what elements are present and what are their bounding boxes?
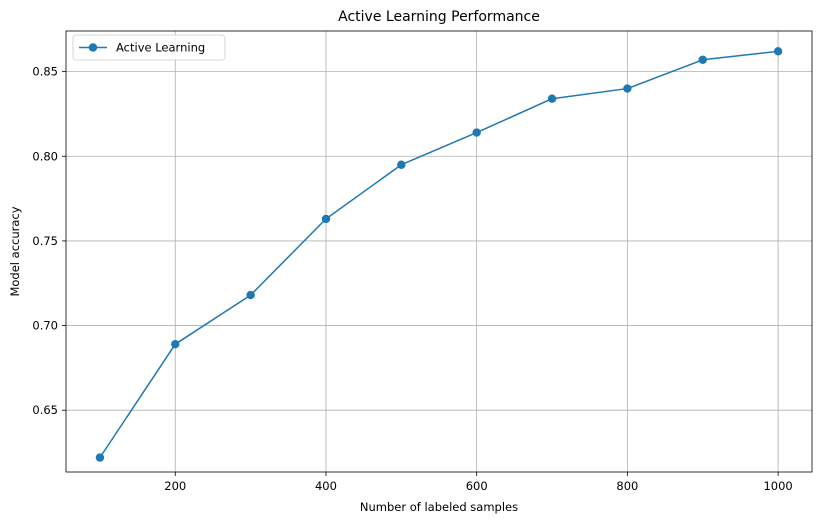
y-axis-label: Model accuracy bbox=[8, 206, 22, 296]
data-point bbox=[95, 453, 105, 462]
data-point bbox=[472, 128, 481, 137]
series-line-active-learning bbox=[99, 50, 779, 459]
y-tick-label: 0.85 bbox=[32, 65, 58, 79]
data-point bbox=[698, 55, 707, 64]
data-point bbox=[246, 290, 255, 300]
x-tick-label: 800 bbox=[616, 479, 638, 493]
x-tick-label: 1000 bbox=[763, 479, 792, 493]
data-point bbox=[171, 339, 180, 349]
data-point bbox=[547, 94, 557, 103]
series-layer bbox=[95, 47, 783, 462]
tick-labels: 200 400 600 800 1000 0.65 0.70 0.75 0.80 0.85 bbox=[32, 65, 792, 493]
ticks bbox=[62, 71, 779, 476]
data-point bbox=[321, 214, 331, 224]
legend: Active Learning bbox=[72, 34, 226, 61]
plot-frame bbox=[65, 30, 813, 473]
y-tick-label: 0.75 bbox=[32, 234, 58, 248]
legend-entry-active-learning: Active Learning bbox=[116, 41, 205, 55]
data-point bbox=[397, 160, 406, 169]
x-tick-label: 200 bbox=[164, 479, 186, 493]
legend-box bbox=[72, 34, 226, 61]
grid bbox=[66, 31, 812, 472]
legend-marker-sample bbox=[88, 43, 98, 52]
y-tick-label: 0.65 bbox=[32, 403, 58, 417]
data-point bbox=[773, 47, 783, 56]
x-axis-label: Number of labeled samples bbox=[360, 500, 518, 514]
x-tick-label: 400 bbox=[315, 479, 337, 493]
x-tick-label: 600 bbox=[466, 479, 488, 493]
y-tick-label: 0.70 bbox=[32, 319, 58, 333]
chart-title: Active Learning Performance bbox=[338, 9, 540, 25]
y-tick-label: 0.80 bbox=[32, 149, 58, 163]
data-point bbox=[623, 84, 632, 93]
